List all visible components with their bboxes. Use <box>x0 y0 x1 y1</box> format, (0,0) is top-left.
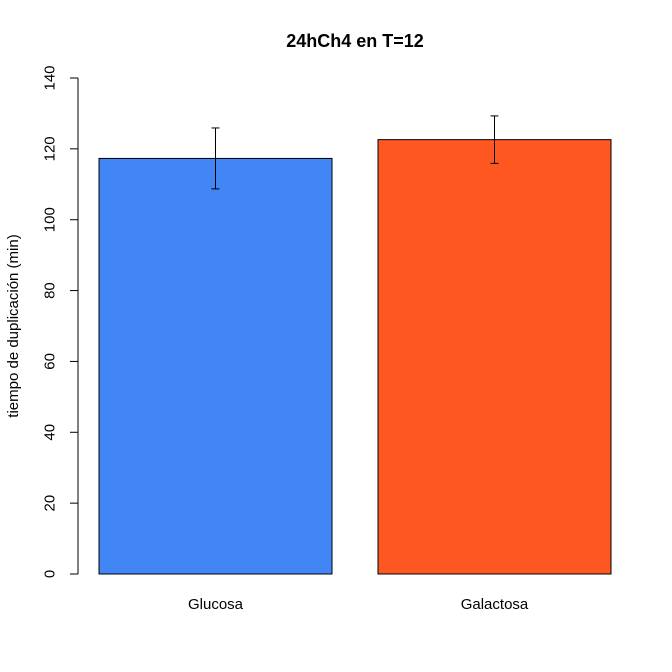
x-axis-labels: Glucosa Galactosa <box>188 596 529 613</box>
error-bars-group <box>211 115 499 190</box>
chart-title: 24hCh4 en T=12 <box>286 31 424 51</box>
y-tick-label: 0 <box>42 570 59 578</box>
y-tick-label: 60 <box>42 353 59 370</box>
y-axis-label: tiempo de duplicación (min) <box>5 234 22 417</box>
bar-glucosa <box>98 157 333 575</box>
x-category-label: Galactosa <box>461 596 529 613</box>
y-tick-label: 120 <box>42 136 59 161</box>
bar-galactosa <box>377 139 612 575</box>
y-tick-label: 40 <box>42 424 59 441</box>
y-tick-label: 80 <box>42 282 59 299</box>
y-axis: 0 20 40 60 80 100 120 140 <box>42 65 79 578</box>
y-tick-label: 100 <box>42 207 59 232</box>
x-category-label: Glucosa <box>188 596 244 613</box>
bars-group <box>98 139 612 575</box>
y-tick-label: 140 <box>42 65 59 90</box>
y-tick-label: 20 <box>42 495 59 512</box>
